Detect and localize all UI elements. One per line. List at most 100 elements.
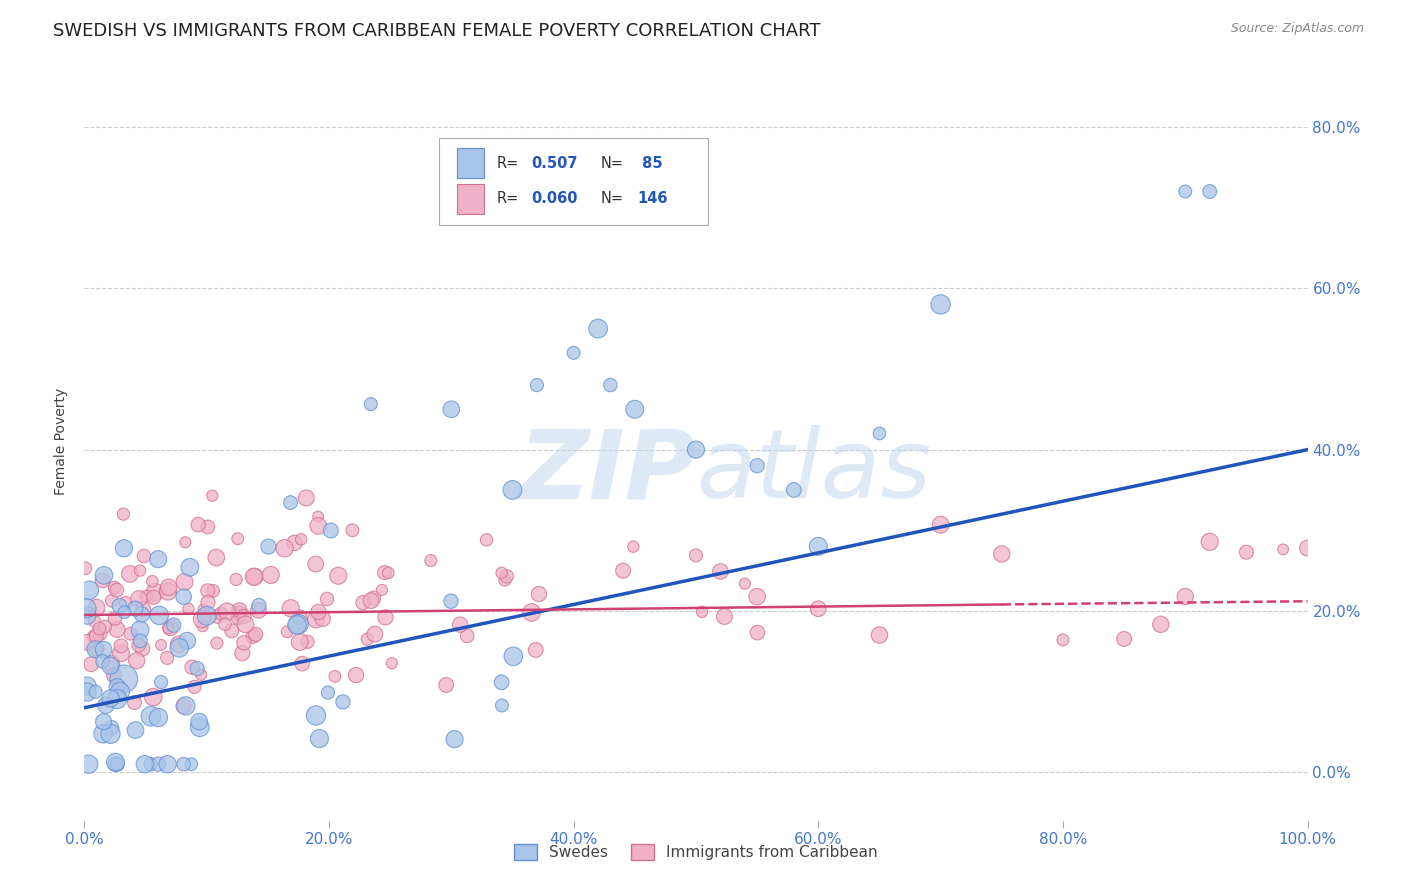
Point [323, 669, 346, 683]
Point [562, 346, 585, 360]
Point [120, 627, 142, 641]
Point [83, 630, 105, 644]
Point [104, 611, 127, 625]
Point [89, 622, 111, 636]
Point [110, 646, 132, 660]
Point [807, 601, 830, 615]
Point [929, 297, 952, 311]
Text: SWEDISH VS IMMIGRANTS FROM CARIBBEAN FEMALE POVERTY CORRELATION CHART: SWEDISH VS IMMIGRANTS FROM CARIBBEAN FEM… [53, 22, 821, 40]
Point [991, 547, 1014, 561]
Legend: Swedes, Immigrants from Caribbean: Swedes, Immigrants from Caribbean [508, 838, 884, 866]
Point [191, 612, 214, 626]
Point [163, 618, 186, 632]
Point [142, 690, 165, 704]
Point [124, 601, 146, 615]
Point [188, 714, 211, 729]
Point [83, 614, 105, 628]
Point [77, 583, 100, 598]
Point [305, 613, 328, 627]
Point [245, 627, 267, 641]
Point [76, 635, 98, 649]
Point [1236, 545, 1258, 559]
Text: R=: R= [496, 192, 519, 206]
Point [205, 550, 228, 565]
Point [129, 633, 152, 648]
Point [491, 698, 513, 713]
Point [202, 583, 225, 598]
Point [1174, 185, 1197, 199]
Point [307, 509, 329, 524]
Point [342, 523, 364, 537]
Point [276, 624, 298, 639]
Point [146, 552, 169, 566]
Point [76, 601, 98, 615]
Point [209, 607, 232, 621]
Point [118, 566, 141, 581]
Point [86, 629, 108, 643]
Point [491, 566, 513, 580]
Point [260, 568, 283, 582]
Point [243, 569, 266, 583]
Point [156, 651, 179, 665]
Point [105, 692, 128, 706]
Point [374, 610, 396, 624]
Point [187, 517, 209, 532]
Point [76, 679, 98, 693]
Point [526, 378, 548, 392]
Point [132, 549, 155, 563]
Point [524, 643, 547, 657]
Point [612, 564, 634, 578]
Point [449, 617, 471, 632]
Point [105, 680, 128, 694]
Point [91, 654, 114, 668]
Point [869, 426, 891, 441]
Point [869, 628, 891, 642]
Point [228, 610, 250, 624]
Point [273, 541, 295, 556]
Point [93, 642, 115, 657]
Point [132, 602, 155, 616]
Text: R=: R= [496, 156, 519, 170]
Point [112, 541, 135, 556]
Point [186, 662, 208, 676]
Point [434, 678, 457, 692]
Point [783, 483, 806, 497]
Point [195, 608, 218, 623]
Point [100, 727, 122, 741]
Point [181, 660, 204, 674]
Point [114, 605, 136, 619]
Point [291, 657, 314, 671]
Point [86, 600, 108, 615]
Point [156, 584, 179, 599]
FancyBboxPatch shape [439, 138, 709, 226]
Point [174, 535, 197, 549]
Point [242, 629, 264, 643]
Text: 0.507: 0.507 [531, 156, 578, 170]
Point [108, 684, 131, 698]
Point [91, 574, 114, 588]
Point [308, 605, 330, 619]
Point [288, 635, 311, 649]
Point [150, 675, 173, 690]
Point [101, 593, 124, 607]
Text: N=: N= [600, 156, 623, 170]
Point [307, 519, 329, 533]
Point [360, 593, 382, 607]
Point [502, 483, 524, 497]
Point [129, 623, 152, 637]
Point [148, 710, 170, 724]
Point [231, 646, 253, 660]
Bar [457, 184, 484, 214]
Point [360, 397, 382, 411]
Point [685, 442, 707, 457]
Point [586, 321, 609, 335]
Point [128, 638, 150, 652]
Point [156, 757, 179, 772]
Point [135, 590, 157, 604]
Point [374, 566, 396, 580]
Point [316, 685, 339, 699]
Point [456, 629, 478, 643]
Point [747, 458, 769, 473]
Point [197, 520, 219, 534]
Point [495, 569, 517, 583]
